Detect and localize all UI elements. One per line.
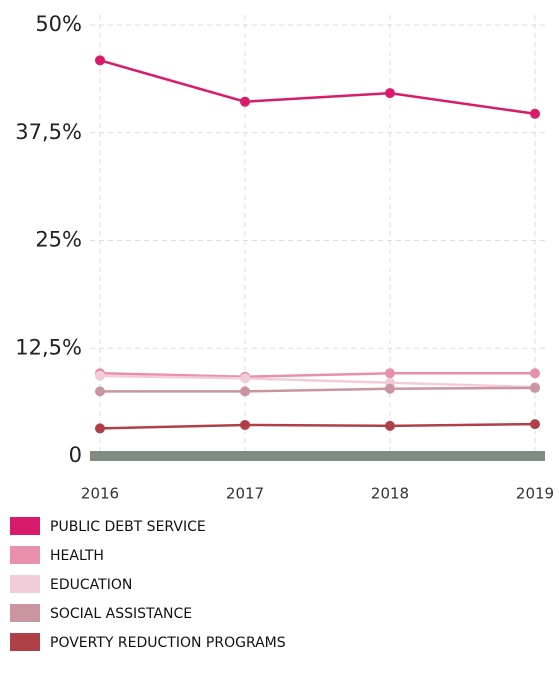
series-line [99,374,536,389]
point [385,383,395,394]
legend-swatch [10,575,40,593]
point [240,386,250,397]
legend-label: PUBLIC DEBT SERVICE [50,519,206,535]
point [240,96,250,107]
legend-label: POVERTY REDUCTION PROGRAMS [50,635,286,651]
point [385,88,395,99]
series-line [100,386,536,393]
point [95,370,105,381]
legend-swatch [10,546,40,564]
legend-swatch [10,633,40,651]
legend-swatch [10,604,40,622]
series-line [99,371,535,378]
x-tick-label: 2019 [516,485,554,503]
series-line [99,59,536,116]
point [240,373,250,384]
point [385,420,395,431]
point [385,368,395,379]
legend-label: EDUCATION [50,577,132,593]
legend-label: SOCIAL ASSISTANCE [50,606,192,622]
point [95,423,105,434]
y-tick-label: 25% [35,228,82,252]
x-tick-label: 2017 [226,485,264,503]
series-line [99,422,536,430]
y-tick-label: 37,5% [15,120,82,144]
x-tick-label: 2018 [371,485,409,503]
point [530,368,540,379]
baseline [90,451,545,461]
point [530,419,540,430]
point [530,108,540,119]
y-tick-label: 12,5% [15,335,82,359]
legend-label: HEALTH [50,548,104,564]
legend-swatch [10,517,40,535]
point [240,419,250,430]
point [95,55,105,66]
y-tick-label: 0 [69,443,82,467]
point [95,386,105,397]
y-tick-label: 50% [35,12,82,36]
point [530,382,540,393]
x-tick-label: 2016 [81,485,119,503]
